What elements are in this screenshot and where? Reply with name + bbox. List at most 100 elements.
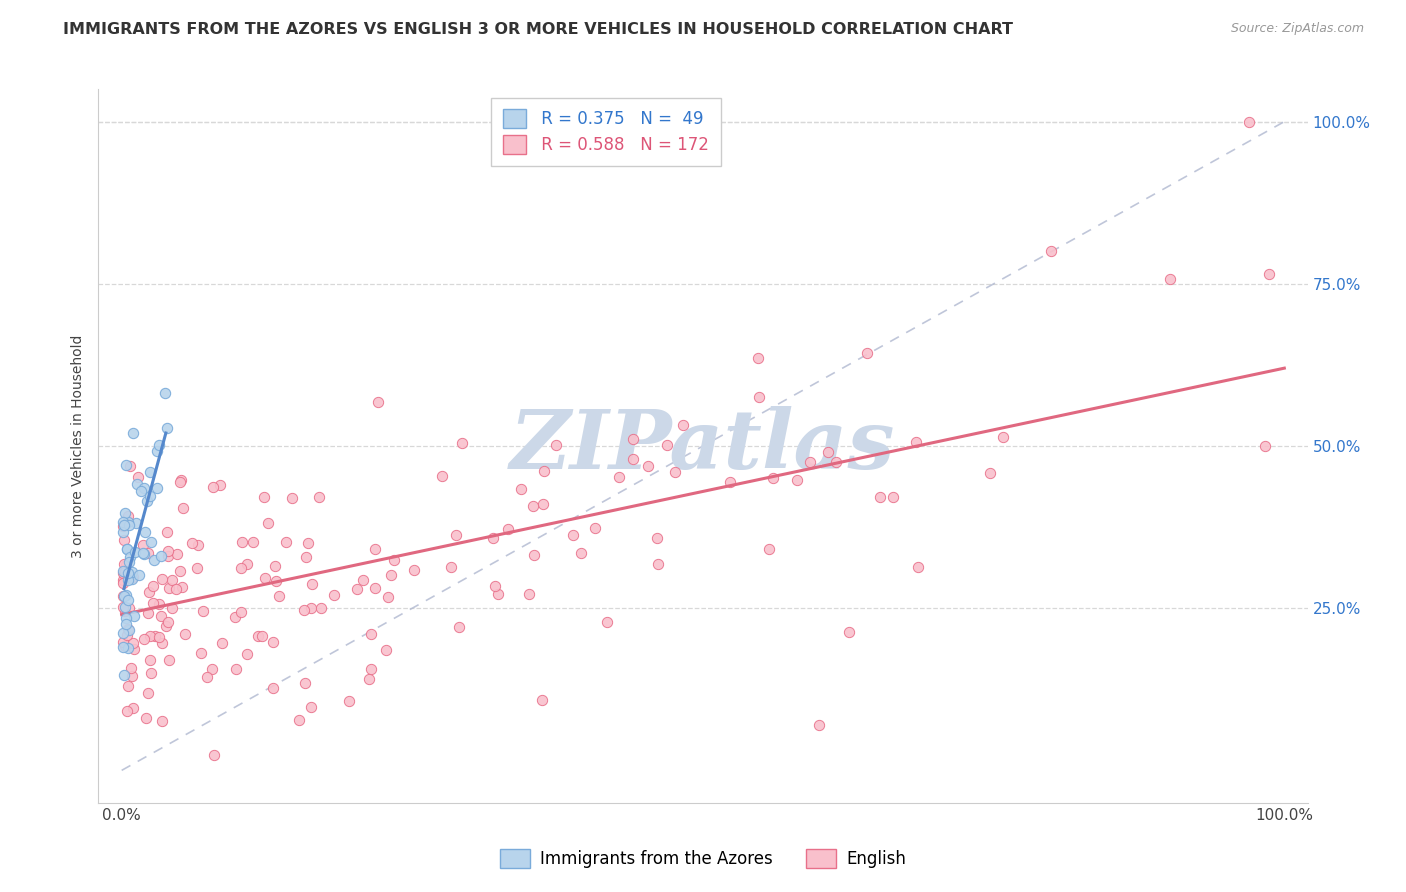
Point (672, 417, 695, 432)
Point (117, 679, 139, 693)
Point (1040, 244, 1063, 258)
Point (135, 711, 157, 725)
Point (621, 432, 644, 446)
Point (117, 628, 139, 642)
Point (169, 475, 191, 490)
Point (112, 518, 135, 533)
Point (156, 524, 179, 539)
Point (253, 571, 276, 585)
Point (136, 545, 159, 559)
Point (132, 632, 155, 646)
Text: IMMIGRANTS FROM THE AZORES VS ENGLISH 3 OR MORE VEHICLES IN HOUSEHOLD CORRELATIO: IMMIGRANTS FROM THE AZORES VS ENGLISH 3 … (63, 22, 1014, 37)
Point (262, 635, 284, 649)
Point (118, 555, 141, 569)
Point (817, 445, 839, 459)
Point (117, 622, 139, 636)
Point (288, 714, 311, 728)
Point (297, 535, 319, 549)
Point (367, 394, 389, 409)
Point (160, 573, 183, 587)
Point (139, 534, 162, 549)
Point (111, 524, 134, 539)
Point (157, 544, 180, 558)
Point (117, 566, 139, 581)
Point (114, 639, 136, 653)
Point (121, 701, 143, 715)
Point (786, 473, 808, 487)
Point (758, 542, 780, 557)
Point (531, 693, 554, 707)
Point (114, 604, 136, 618)
Point (382, 553, 405, 567)
Point (748, 390, 770, 404)
Point (117, 704, 139, 718)
Point (148, 597, 170, 611)
Point (380, 568, 402, 582)
Point (115, 617, 138, 632)
Point (377, 591, 399, 605)
Point (122, 642, 145, 657)
Point (153, 386, 176, 401)
Point (157, 581, 180, 595)
Point (299, 600, 322, 615)
Point (157, 615, 180, 630)
Point (112, 668, 135, 682)
Point (352, 574, 374, 588)
Point (122, 608, 145, 623)
Point (295, 550, 318, 565)
Point (131, 484, 153, 499)
Point (112, 533, 135, 547)
Point (111, 573, 134, 587)
Point (160, 600, 183, 615)
Point (482, 531, 505, 545)
Point (250, 629, 273, 643)
Point (267, 590, 290, 604)
Point (197, 670, 219, 684)
Point (484, 579, 506, 593)
Point (121, 565, 143, 579)
Point (309, 601, 332, 615)
Point (225, 662, 247, 676)
Point (145, 444, 167, 458)
Point (664, 465, 686, 479)
Point (117, 641, 139, 656)
Point (131, 545, 153, 559)
Point (201, 662, 224, 676)
Point (229, 605, 252, 619)
Point (364, 542, 387, 557)
Point (231, 535, 253, 549)
Point (157, 653, 180, 667)
Point (120, 550, 142, 565)
Point (522, 499, 544, 513)
Point (838, 625, 860, 640)
Point (562, 528, 585, 542)
Point (799, 455, 821, 469)
Point (132, 538, 155, 552)
Point (111, 625, 134, 640)
Point (294, 676, 316, 690)
Point (114, 599, 136, 614)
Point (120, 661, 142, 675)
Point (132, 482, 155, 496)
Point (111, 640, 134, 654)
Point (292, 603, 315, 617)
Point (150, 636, 173, 650)
Point (402, 563, 425, 577)
Point (172, 501, 194, 516)
Point (486, 587, 509, 601)
Point (150, 609, 173, 624)
Point (112, 589, 135, 603)
Point (762, 471, 785, 485)
Point (127, 469, 149, 483)
Point (569, 545, 592, 559)
Point (156, 420, 179, 434)
Point (169, 564, 191, 578)
Point (208, 478, 231, 492)
Point (139, 665, 162, 680)
Point (121, 669, 143, 683)
Point (281, 491, 304, 505)
Point (430, 469, 453, 483)
Point (165, 582, 187, 596)
Point (299, 699, 322, 714)
Point (115, 558, 138, 572)
